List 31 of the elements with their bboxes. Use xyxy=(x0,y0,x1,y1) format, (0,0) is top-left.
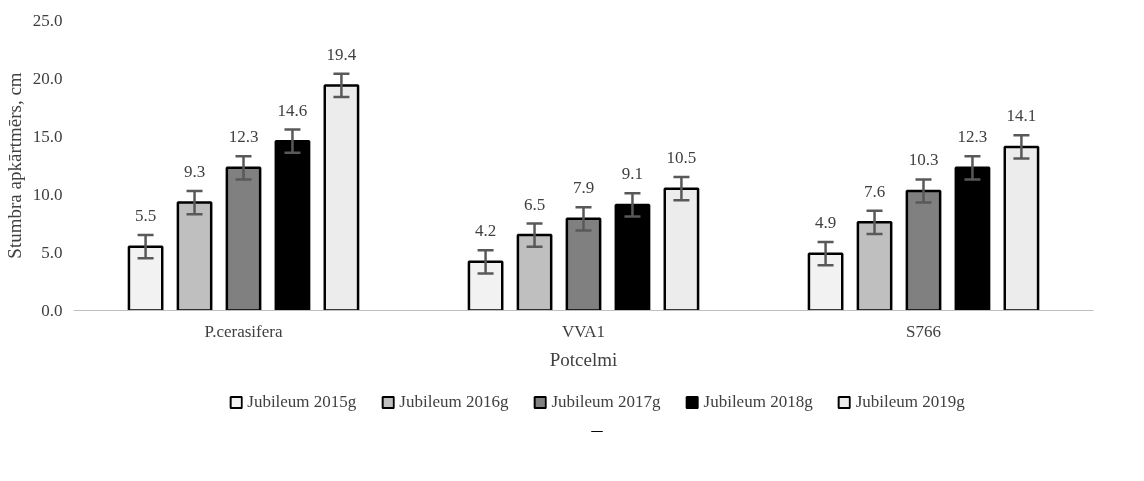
data-label: 4.2 xyxy=(474,221,497,241)
data-label: 4.9 xyxy=(814,213,837,233)
data-label: 12.3 xyxy=(957,127,988,147)
data-label: 12.3 xyxy=(228,127,259,147)
data-label: 7.6 xyxy=(863,181,886,201)
legend-label: Jubileum 2015g xyxy=(247,392,357,412)
y-tick-label: 0.0 xyxy=(41,301,63,320)
data-label: 5.5 xyxy=(134,206,157,226)
y-tick-label: 20.0 xyxy=(32,69,63,88)
data-label: 19.4 xyxy=(326,44,357,64)
data-label: 10.5 xyxy=(666,148,697,168)
data-label: 9.3 xyxy=(183,162,206,182)
legend-label: Jubileum 2019g xyxy=(855,392,965,412)
legend-label: Jubileum 2018g xyxy=(703,392,813,412)
data-label: 10.3 xyxy=(908,150,939,170)
data-label: 6.5 xyxy=(523,194,546,214)
data-label: 7.9 xyxy=(572,178,595,198)
y-axis-title: Stumbra apkārtmērs, cm xyxy=(3,72,25,259)
y-tick-label: 25.0 xyxy=(32,11,63,30)
data-label: 9.1 xyxy=(621,164,644,184)
y-tick-label: 5.0 xyxy=(41,243,63,262)
data-label: 14.1 xyxy=(1006,106,1037,126)
y-tick-label: 10.0 xyxy=(32,185,63,204)
y-tick-label: 15.0 xyxy=(32,127,63,146)
data-label: 14.6 xyxy=(277,100,308,120)
legend-label: Jubileum 2016g xyxy=(399,392,509,412)
x-tick-label: P.cerasifera xyxy=(204,321,283,341)
x-axis-title: Potcelmi xyxy=(549,348,618,370)
legend-label: Jubileum 2017g xyxy=(551,392,661,412)
x-tick-label: VVA1 xyxy=(561,321,606,341)
x-tick-label: S766 xyxy=(906,321,941,341)
